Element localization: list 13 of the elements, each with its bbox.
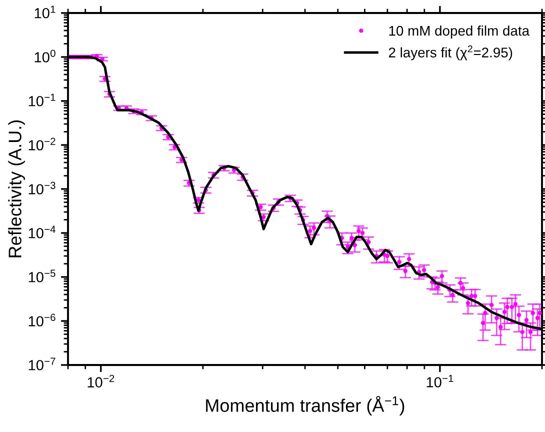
legend-label: 10 mM doped film data — [389, 26, 530, 38]
y-tick-label: 10$^{−7}$ — [28, 358, 56, 370]
y-tick-label: 10$^{−1}$ — [28, 94, 56, 106]
x-axis-title: Momentum transfer (Å$^{−1}$) — [206, 396, 404, 416]
y-tick-label: 10$^{−5}$ — [28, 270, 56, 282]
y-tick-label: 10$^{−3}$ — [28, 182, 56, 194]
y-axis-title: Reflectivity (A.U.) — [8, 120, 25, 258]
y-tick-label: 10$^{−2}$ — [28, 138, 56, 150]
y-tick-label: 10$^{1}$ — [34, 6, 56, 18]
legend-label: 2 layers fit (χ$^{2}$=2.95) — [388, 45, 512, 60]
y-tick-label: 10$^{0}$ — [34, 50, 56, 62]
y-tick-label: 10$^{−4}$ — [28, 226, 56, 238]
y-tick-label: 10$^{−6}$ — [28, 314, 56, 326]
